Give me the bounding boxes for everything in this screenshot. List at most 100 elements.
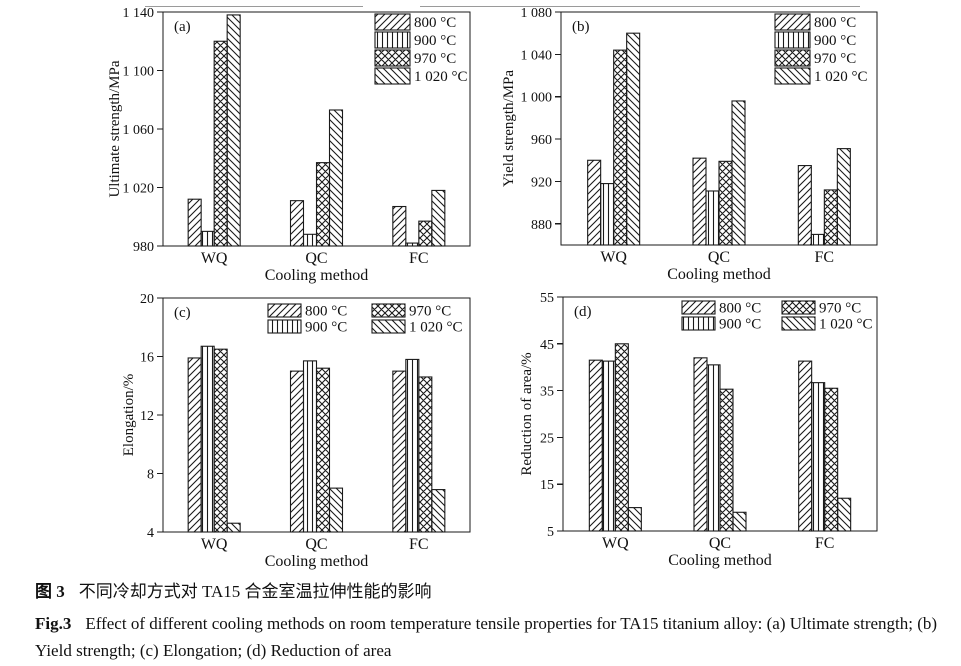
y-axis-title: Reduction of area/% — [519, 352, 535, 475]
panel-label: (d) — [574, 304, 592, 320]
bar-FC-900°C — [405, 242, 420, 247]
bar-FC-970°C — [418, 220, 433, 247]
bar-WQ-800°C — [587, 159, 602, 246]
x-category-label: FC — [409, 536, 429, 553]
bar-QC-900°C — [302, 360, 318, 533]
bar-WQ-900°C — [600, 183, 615, 246]
bar-QC-800°C — [692, 157, 707, 246]
legend-label: 970 °C — [814, 51, 856, 67]
bar-QC-970°C — [315, 162, 331, 247]
bar-WQ-970°C — [213, 348, 228, 533]
y-tick-label: 1 140 — [123, 6, 155, 21]
legend-label: 800 °C — [305, 304, 347, 320]
bar-WQ-800°C — [187, 198, 202, 247]
y-tick-label: 5 — [547, 525, 554, 540]
x-axis-title: Cooling method — [668, 552, 772, 569]
legend-swatch — [267, 303, 302, 318]
y-axis-title: Yield strength/MPa — [501, 70, 517, 187]
top-rule-left — [145, 6, 363, 7]
x-category-label: QC — [709, 535, 731, 552]
bar-FC-970°C — [824, 387, 839, 532]
y-tick-label: 35 — [540, 385, 554, 400]
bar-QC-1020°C — [328, 109, 344, 247]
bar-QC-970°C — [718, 160, 733, 246]
y-tick-label: 980 — [133, 240, 154, 255]
y-tick-label: 4 — [147, 526, 154, 541]
bar-QC-1020°C — [731, 100, 746, 246]
x-category-label: WQ — [602, 535, 629, 552]
bar-FC-800°C — [797, 165, 812, 246]
legend-swatch — [371, 303, 406, 318]
x-category-label: WQ — [600, 249, 627, 266]
bar-FC-800°C — [392, 370, 407, 533]
bar-WQ-970°C — [613, 49, 628, 246]
y-axis-title: Ultimate strength/MPa — [107, 60, 123, 197]
figure-caption: 图 3 不同冷却方式对 TA15 合金室温拉伸性能的影响 Fig.3 Effect … — [35, 578, 940, 666]
caption-zh-label: 图 3 — [35, 582, 65, 601]
legend-swatch — [774, 67, 811, 85]
bar-FC-970°C — [418, 376, 433, 533]
bar-WQ-900°C — [200, 230, 215, 247]
legend-swatch — [374, 67, 411, 85]
legend-label: 970 °C — [819, 301, 861, 317]
legend-swatch — [681, 300, 716, 315]
bar-QC-900°C — [705, 190, 720, 246]
y-tick-label: 12 — [140, 409, 154, 424]
legend-swatch — [374, 31, 411, 49]
caption-en-label: Fig.3 — [35, 614, 72, 633]
y-axis-title: Elongation/% — [121, 374, 137, 457]
x-axis-title: Cooling method — [667, 266, 771, 283]
bar-QC-800°C — [289, 370, 305, 533]
bar-WQ-900°C — [200, 345, 215, 533]
legend-label: 900 °C — [414, 33, 456, 49]
chart-ultimate-strength: 980 1 020 1 060 1 100 1 140 Ultimate strength… — [107, 6, 471, 284]
caption-en: Fig.3 Effect of different cooling methods… — [35, 610, 940, 664]
x-category-label: WQ — [201, 536, 228, 553]
legend-swatch — [267, 319, 302, 334]
y-tick-label: 1 000 — [521, 91, 553, 106]
legend-swatch — [371, 319, 406, 334]
bar-FC-800°C — [392, 205, 407, 247]
bar-FC-1020°C — [431, 189, 446, 247]
bar-FC-900°C — [405, 358, 420, 533]
x-axis-title: Cooling method — [265, 267, 369, 284]
caption-zh-text: 不同冷却方式对 TA15 合金室温拉伸性能的影响 — [78, 582, 432, 601]
y-tick-label: 8 — [147, 468, 154, 483]
x-category-label: FC — [409, 250, 429, 267]
y-tick-label: 1 020 — [123, 182, 155, 197]
bar-WQ-1020°C — [226, 522, 241, 533]
legend-label: 800 °C — [719, 301, 761, 317]
bar-QC-970°C — [719, 388, 734, 532]
legend-label: 900 °C — [719, 317, 761, 333]
y-tick-label: 920 — [531, 175, 552, 190]
chart-elongation: 4 8 12 16 20 Elongation/% (c) WQ QC FC Cooling met… — [121, 292, 471, 570]
panel-label: (a) — [174, 19, 191, 35]
bar-WQ-1020°C — [626, 32, 641, 246]
bar-QC-900°C — [302, 233, 318, 247]
legend-label: 970 °C — [414, 51, 456, 67]
y-tick-label: 880 — [531, 218, 552, 233]
legend-label: 1 020 °C — [414, 69, 468, 85]
y-tick-label: 20 — [140, 292, 154, 307]
x-category-label: FC — [815, 535, 835, 552]
y-tick-label: 25 — [540, 431, 554, 446]
y-tick-label: 1 080 — [521, 6, 553, 21]
bar-WQ-1020°C — [627, 507, 642, 532]
y-tick-label: 15 — [540, 478, 554, 493]
legend-label: 800 °C — [414, 15, 456, 31]
legend-swatch — [374, 49, 411, 67]
legend-label: 800 °C — [814, 15, 856, 31]
legend-swatch — [681, 316, 716, 331]
bar-FC-970°C — [823, 189, 838, 246]
top-rule-right — [420, 6, 860, 7]
legend-label: 970 °C — [409, 304, 451, 320]
bar-WQ-900°C — [601, 360, 616, 532]
y-tick-label: 1 060 — [123, 123, 155, 138]
bar-WQ-800°C — [187, 357, 202, 533]
legend-swatch — [774, 13, 811, 31]
bar-QC-970°C — [315, 367, 331, 533]
bar-WQ-970°C — [213, 40, 228, 247]
bar-FC-900°C — [810, 233, 825, 246]
y-tick-label: 1 100 — [123, 65, 155, 80]
